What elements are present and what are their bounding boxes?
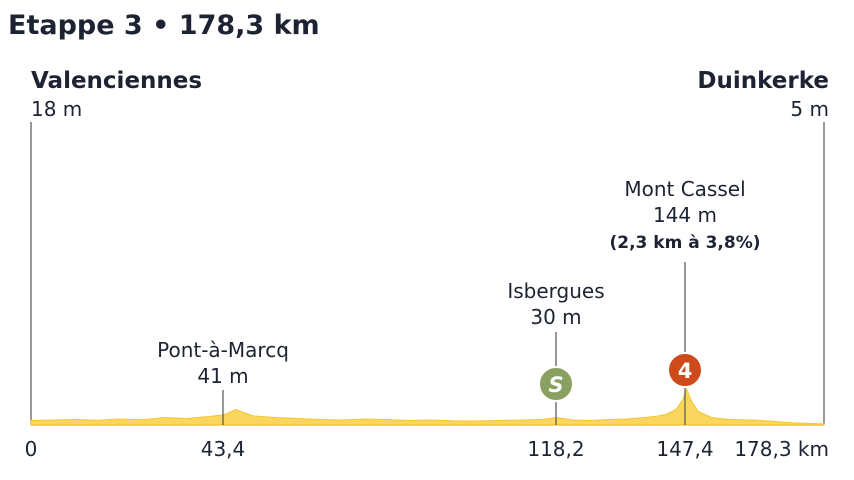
climb-category-marker: 4 bbox=[667, 352, 703, 388]
isbergues-altitude: 30 m bbox=[530, 305, 581, 329]
x-tick-label-mont-cassel: 147,4 bbox=[656, 437, 713, 461]
sprint-marker: S bbox=[538, 366, 574, 402]
x-tick-label-finish: 178,3 km bbox=[734, 437, 829, 461]
finish-city-label: Duinkerke bbox=[697, 68, 829, 94]
climb-marker-text: 4 bbox=[678, 359, 693, 383]
sprint-marker-text: S bbox=[548, 373, 563, 397]
finish-altitude-label: 5 m bbox=[790, 97, 829, 121]
sprint-marker-circle bbox=[538, 366, 574, 402]
elevation-area bbox=[30, 387, 825, 426]
x-tick-label-pont-a-marcq: 43,4 bbox=[201, 437, 246, 461]
pont-a-marcq-altitude: 41 m bbox=[197, 364, 248, 388]
stage-title: Etappe 3 • 178,3 km bbox=[8, 10, 320, 41]
start-city-label: Valenciennes bbox=[31, 68, 202, 94]
mont-cassel-label: Mont Cassel bbox=[624, 177, 745, 201]
profile-area-layer bbox=[30, 387, 825, 426]
mont-cassel-altitude: 144 m bbox=[653, 203, 717, 227]
start-altitude-label: 18 m bbox=[31, 97, 82, 121]
isbergues-label: Isbergues bbox=[507, 279, 604, 303]
climb-marker-circle bbox=[667, 352, 703, 388]
x-tick-label-start: 0 bbox=[25, 437, 38, 461]
x-tick-label-isbergues: 118,2 bbox=[527, 437, 584, 461]
pont-a-marcq-label: Pont-à-Marcq bbox=[157, 338, 289, 362]
mont-cassel-climb-detail: (2,3 km à 3,8%) bbox=[609, 233, 760, 253]
